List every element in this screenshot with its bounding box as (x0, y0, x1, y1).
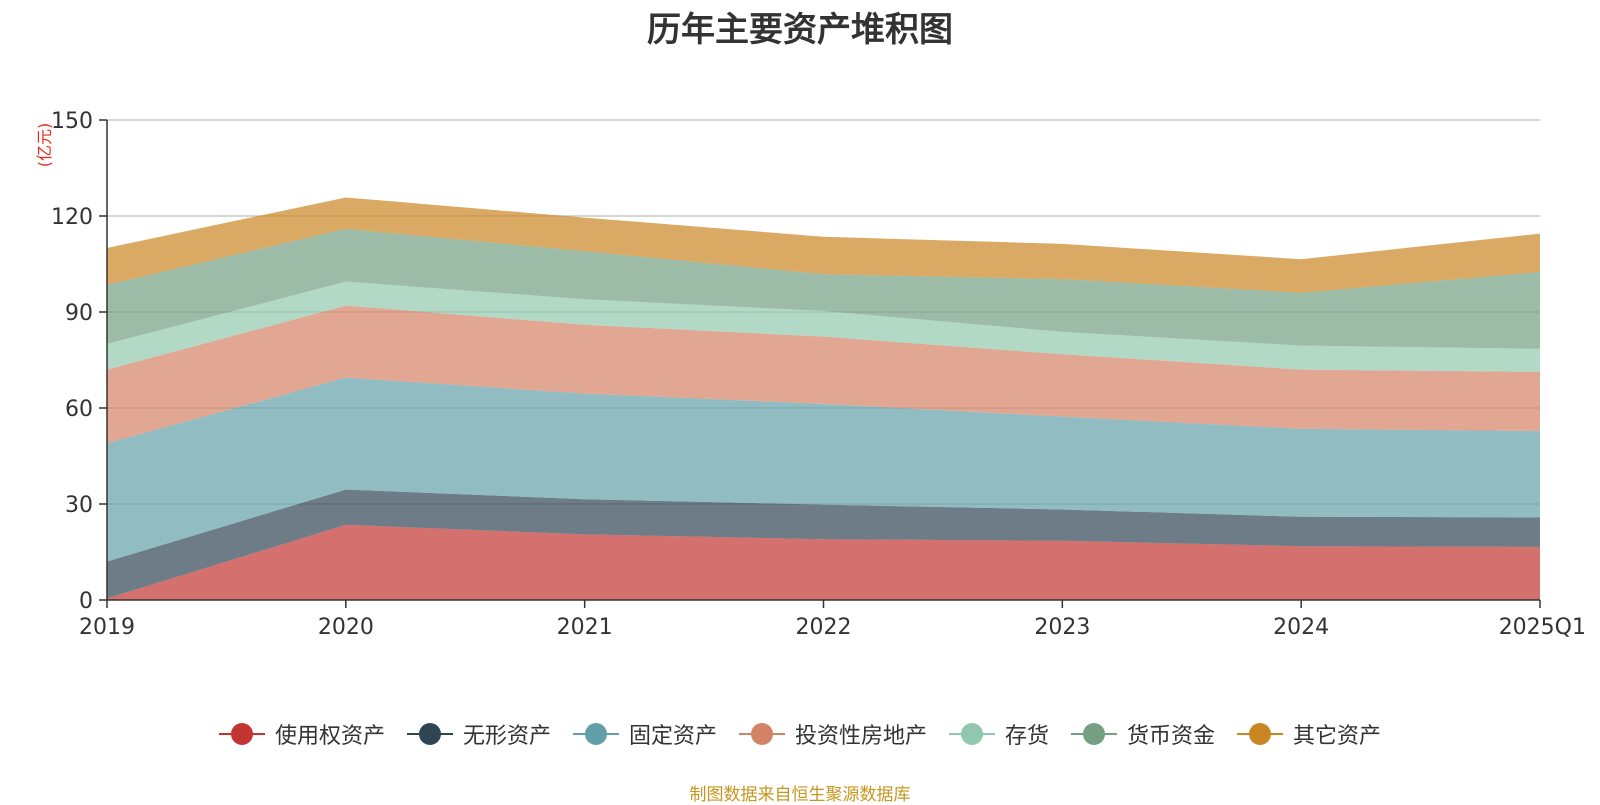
legend-item[interactable]: 使用权资产 (218, 718, 385, 750)
x-tick-label: 2025Q1 (1499, 615, 1586, 640)
area-series-1: 使用权资产 (107, 524, 1540, 600)
area-series-3: 固定资产 (107, 377, 1540, 562)
x-tick-label: 2022 (796, 615, 852, 640)
x-tick-label: 2021 (557, 615, 613, 640)
y-tick-label: 0 (79, 589, 93, 614)
area-series-4: 投资性房地产 (107, 305, 1540, 444)
y-tick-label: 120 (51, 205, 93, 230)
legend-swatch (949, 722, 995, 746)
legend-label: 存货 (1005, 724, 1050, 749)
source-note: 制图数据来自恒生聚源数据库 (689, 785, 911, 805)
legend-swatch (218, 722, 265, 746)
legend-label: 投资性房地产 (794, 724, 927, 749)
y-tick-label: 90 (65, 301, 93, 326)
axes: 0 30 60 90 120 150 2019 2020 2021 2022 2023 2024 202… (51, 109, 1586, 640)
legend-item[interactable]: 固定资产 (572, 718, 717, 750)
legend-swatch (738, 722, 785, 746)
legend-swatch (572, 722, 619, 746)
x-tick-label: 2019 (79, 615, 135, 640)
x-tick-label: 2024 (1273, 615, 1329, 640)
y-tick-label: 60 (65, 397, 93, 422)
legend-item[interactable]: 其它资产 (1237, 718, 1381, 750)
area-series-2: 无形资产 (107, 489, 1540, 599)
legend: 使用权资产 无形资产 固定资产 投资性房地产 存货 货币资金 其它资产 (0, 718, 1600, 750)
area-series-7: 其它资产 (107, 197, 1540, 293)
x-tick-label: 2023 (1034, 615, 1090, 640)
legend-label: 其它资产 (1293, 724, 1382, 749)
legend-item[interactable]: 无形资产 (406, 718, 551, 750)
legend-item[interactable]: 货币资金 (1071, 718, 1215, 750)
legend-label: 无形资产 (462, 724, 551, 749)
legend-label: 固定资产 (628, 724, 717, 749)
y-axis-unit: (亿元) (35, 123, 54, 168)
legend-swatch (406, 722, 453, 746)
legend-item[interactable]: 投资性房地产 (738, 718, 927, 750)
legend-label: 使用权资产 (274, 724, 385, 749)
y-tick-label: 30 (65, 493, 93, 518)
area-series-5: 存货 (107, 281, 1540, 372)
legend-swatch (1071, 722, 1118, 746)
legend-label: 货币资金 (1127, 724, 1216, 749)
legend-swatch (1237, 722, 1284, 746)
legend-item[interactable]: 存货 (949, 718, 1049, 750)
area-series-6: 货币资金 (107, 228, 1540, 349)
x-tick-label: 2020 (318, 615, 374, 640)
y-tick-label: 150 (51, 109, 93, 134)
chart-title: 历年主要资产堆积图 (647, 10, 953, 50)
